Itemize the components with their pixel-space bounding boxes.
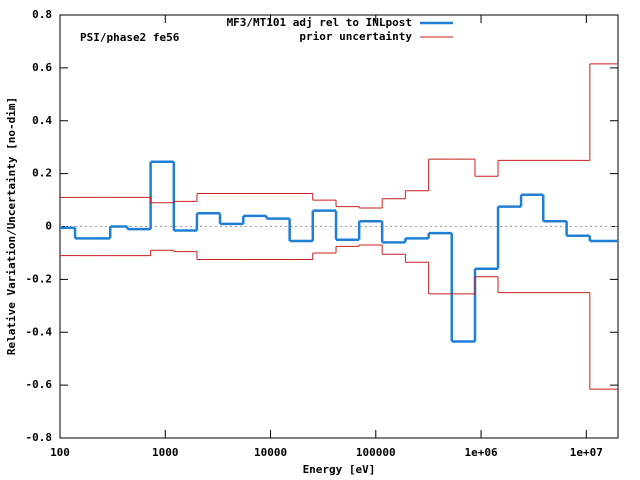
- x-tick-label: 1000: [152, 446, 179, 459]
- y-tick-label: -0.2: [26, 272, 53, 285]
- y-axis-label: Relative Variation/Uncertainty [no-dim]: [5, 97, 18, 355]
- x-tick-label: 1e+06: [464, 446, 497, 459]
- x-tick-label: 1e+07: [570, 446, 603, 459]
- legend-label: MF3/MT101 adj rel to INLpost: [227, 16, 412, 29]
- y-tick-label: 0.8: [32, 8, 52, 21]
- plot-frame: [59, 14, 619, 439]
- x-tick-label: 100000: [356, 446, 396, 459]
- annotation: PSI/phase2 fe56: [80, 31, 180, 44]
- x-tick-label: 100: [50, 446, 70, 459]
- y-tick-label: 0: [45, 220, 52, 233]
- y-tick-label: -0.6: [26, 378, 53, 391]
- y-tick-label: -0.4: [26, 325, 53, 338]
- y-tick-label: 0.6: [32, 61, 52, 74]
- legend-label: prior uncertainty: [299, 30, 412, 43]
- y-tick-label: 0.4: [32, 114, 52, 127]
- y-tick-label: 0.2: [32, 167, 52, 180]
- x-tick-label: 10000: [254, 446, 287, 459]
- y-tick-label: -0.8: [26, 431, 53, 444]
- x-axis-label: Energy [eV]: [303, 463, 376, 476]
